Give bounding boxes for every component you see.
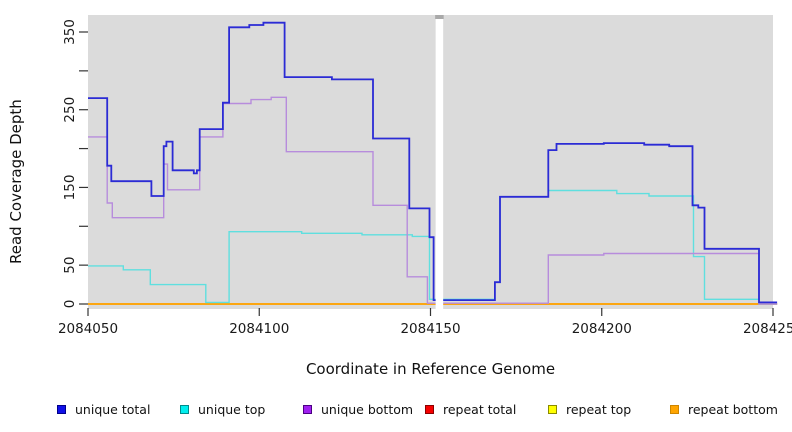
legend-item-unique-total: unique total bbox=[57, 398, 150, 420]
series-unique-total bbox=[88, 21, 778, 304]
legend-label: unique bottom bbox=[321, 401, 414, 417]
legend-label: repeat bottom bbox=[688, 401, 778, 417]
y-tick-label: 150 bbox=[62, 175, 78, 201]
y-tick-label: 50 bbox=[62, 257, 78, 274]
legend-item-unique-bottom: unique bottom bbox=[303, 398, 413, 420]
coverage-gap-cap bbox=[435, 15, 444, 19]
legend: unique total unique top unique bottom repea… bbox=[0, 398, 792, 426]
legend-label: unique top bbox=[198, 401, 266, 417]
y-tick-label: 350 bbox=[62, 19, 78, 45]
x-tick-label: 2084050 bbox=[58, 321, 118, 337]
legend-swatch-unique-top bbox=[180, 404, 189, 414]
y-tick-label: 250 bbox=[62, 97, 78, 123]
legend-label: repeat total bbox=[443, 401, 517, 417]
coverage-gap-band bbox=[435, 15, 444, 309]
legend-item-repeat-bottom: repeat bottom bbox=[670, 398, 778, 420]
legend-swatch-repeat-top bbox=[548, 404, 557, 414]
x-tick-label: 2084100 bbox=[229, 321, 289, 337]
legend-label: unique total bbox=[75, 401, 151, 417]
legend-swatch-repeat-total bbox=[425, 404, 434, 414]
x-axis-title: Coordinate in Reference Genome bbox=[305, 360, 556, 378]
y-axis-title: Read Coverage Depth bbox=[7, 99, 25, 265]
legend-swatch-unique-bottom bbox=[303, 404, 312, 414]
legend-item-repeat-total: repeat total bbox=[425, 398, 516, 420]
x-tick-label: 2084200 bbox=[572, 321, 632, 337]
x-tick-label: 2084150 bbox=[400, 321, 460, 337]
legend-item-unique-top: unique top bbox=[180, 398, 265, 420]
legend-label: repeat top bbox=[566, 401, 632, 417]
legend-swatch-unique-total bbox=[57, 404, 66, 414]
y-tick-label: 0 bbox=[62, 300, 78, 309]
plot-panel bbox=[88, 15, 773, 309]
legend-swatch-repeat-bottom bbox=[670, 404, 679, 414]
series-unique-bottom bbox=[88, 96, 778, 305]
legend-item-repeat-top: repeat top bbox=[548, 398, 631, 420]
